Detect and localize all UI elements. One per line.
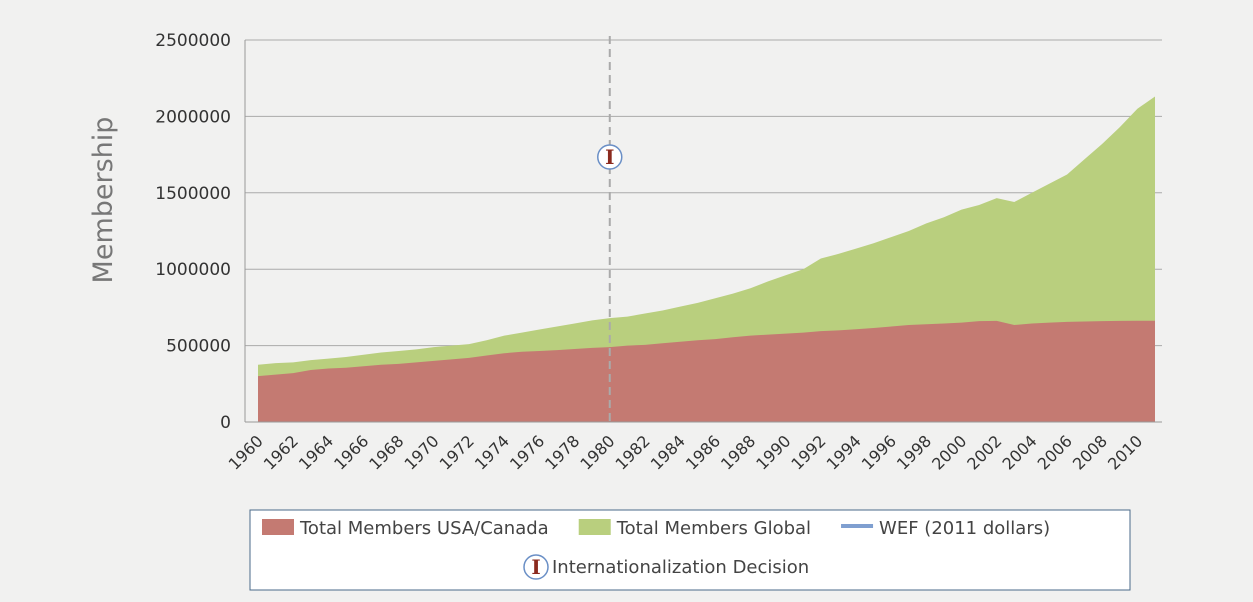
annotation-marker [523,554,549,580]
legend-swatch [578,519,611,535]
y-tick-label: 0 [220,413,231,433]
legend-swatch [262,519,294,535]
annotation-marker-text: I [531,555,540,579]
y-tick-label: 2000000 [155,107,231,127]
y-tick-label: 2500000 [155,31,231,51]
annotation-marker-text: I [605,145,614,169]
legend-swatch [841,524,874,528]
y-tick-label: 1500000 [155,184,231,204]
annotation-marker [597,144,623,170]
legend-box [249,509,1131,591]
area [258,320,1155,422]
y-tick-label: 500000 [166,337,231,357]
legend-label: Total Members Global [616,518,811,539]
legend-label: Internationalization Decision [552,557,809,578]
y-tick-label: 1000000 [155,260,231,280]
legend-label: Total Members USA/Canada [299,518,549,539]
legend-label: WEF (2011 dollars) [879,518,1050,539]
y-axis-label: Membership [88,117,119,284]
